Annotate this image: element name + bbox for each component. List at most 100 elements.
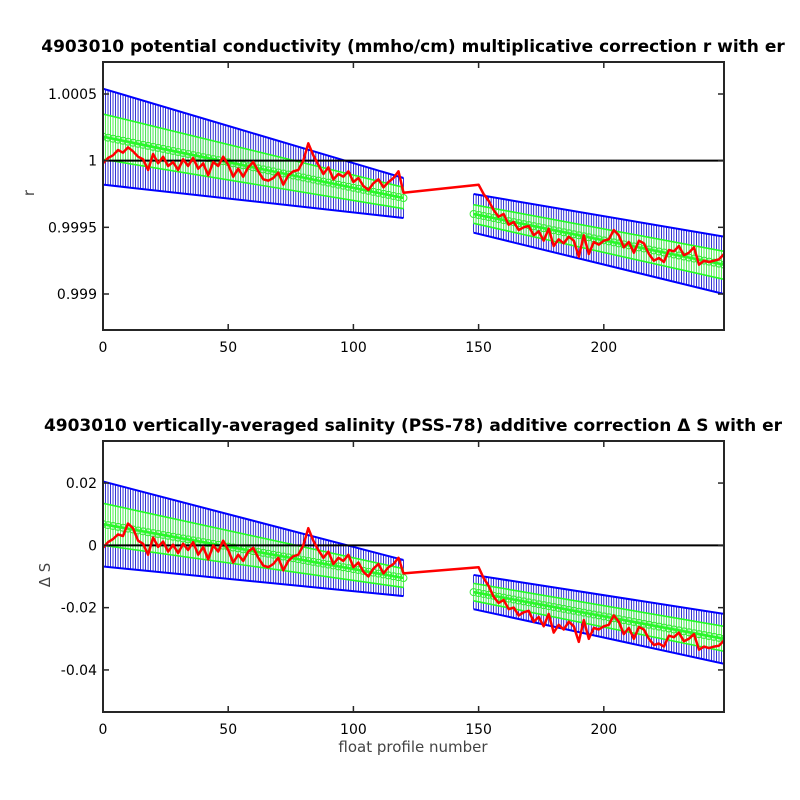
bottom-fit-point (544, 602, 553, 611)
bottom-fit-point (334, 562, 343, 571)
bottom-chart-xlabel: float profile number (338, 738, 488, 756)
top-fit-point (259, 165, 268, 174)
top-fit-point (554, 227, 563, 236)
top-fit-point (139, 140, 148, 149)
top-fit-point (149, 142, 158, 151)
top-fit-point (309, 175, 318, 184)
top-fit-inner_lower (103, 158, 404, 210)
bottom-ytick-label: 0.02 (66, 476, 97, 492)
bottom-fit-point (559, 604, 568, 613)
bottom-fit-point (324, 560, 333, 569)
bottom-xtick-label: 200 (590, 722, 617, 738)
top-fit-point (509, 218, 518, 227)
bottom-fit-point (159, 530, 168, 539)
top-fit-point (479, 212, 488, 221)
top-fit-point (109, 134, 118, 143)
top-axes-box (102, 61, 725, 331)
top-fit-point (304, 174, 313, 183)
top-chart: 4903010 potential conductivity (mmho/cm)… (20, 37, 785, 356)
bottom-fit-point (644, 620, 653, 629)
bottom-error-envelope-err_lower (473, 608, 724, 665)
bottom-fit-point (319, 559, 328, 568)
bottom-xtick-label: 0 (99, 722, 108, 738)
bottom-fit-point (109, 521, 118, 530)
top-fit-point (384, 190, 393, 199)
bottom-fit-point (299, 556, 308, 565)
top-fit-point (354, 184, 363, 193)
bottom-fit-point (144, 528, 153, 537)
bottom-xtick-label: 150 (465, 722, 492, 738)
bottom-fit-point (384, 571, 393, 580)
bottom-fit-point (694, 630, 703, 639)
bottom-ytick-label: 0 (88, 538, 97, 554)
top-correction-line (103, 142, 724, 266)
bottom-fit-point (684, 628, 693, 637)
top-fit-point (524, 221, 533, 230)
top-fit-point (489, 214, 498, 223)
top-fit-point (129, 138, 138, 147)
top-fit-point (339, 181, 348, 190)
bottom-fit-point (619, 616, 628, 625)
top-fit-point (539, 224, 548, 233)
bottom-fit-point (479, 589, 488, 598)
bottom-fit-point (629, 617, 638, 626)
top-fit-point (144, 141, 153, 150)
bottom-fit-point (229, 543, 238, 552)
top-xtick-label: 150 (465, 340, 492, 356)
top-fit-point (104, 133, 113, 142)
top-fit-point (184, 150, 193, 159)
top-fit-point (574, 231, 583, 240)
bottom-fit-point (534, 600, 543, 609)
top-fit-point (314, 176, 323, 185)
top-fit-point (179, 149, 188, 158)
bottom-fit-point (304, 556, 313, 565)
top-xtick-label: 200 (590, 340, 617, 356)
bottom-fit-point (664, 624, 673, 633)
top-fit-center (103, 135, 404, 200)
top-fit-point (559, 228, 568, 237)
top-fit-inner_upper (103, 113, 404, 189)
bottom-fit-point (359, 566, 368, 575)
bottom-chart-title: 4903010 vertically-averaged salinity (PS… (44, 416, 783, 436)
top-xtick-label: 50 (219, 340, 237, 356)
bottom-fit-point (104, 521, 113, 530)
top-fit-inner_upper (473, 203, 724, 253)
bottom-fit-markers-0 (103, 520, 408, 583)
top-fit-point (114, 135, 123, 144)
bottom-fit-point (564, 605, 573, 614)
bottom-fit-point (519, 597, 528, 606)
bottom-fit-point (103, 520, 107, 529)
bottom-fit-point (529, 599, 538, 608)
bottom-fit-point (709, 632, 718, 641)
top-ytick-label: 1 (88, 154, 97, 170)
top-fit-point (239, 161, 248, 170)
bottom-fit-point (269, 550, 278, 559)
bottom-fit-point (264, 549, 273, 558)
bottom-fit-point (659, 623, 668, 632)
top-fit-point (649, 246, 658, 255)
top-fit-point (194, 152, 203, 161)
top-fit-point (119, 136, 128, 145)
bottom-fit-point (314, 558, 323, 567)
bottom-xtick-label: 100 (340, 722, 367, 738)
bottom-fit-point (259, 548, 268, 557)
bottom-fit-point (539, 601, 548, 610)
bottom-fit-point (174, 533, 183, 542)
top-fit-inner_lower (473, 222, 724, 281)
bottom-fit-point (169, 532, 178, 541)
top-fit-point (159, 144, 168, 153)
top-xtick-label: 0 (99, 340, 108, 356)
bottom-fit-point (374, 569, 383, 578)
top-fit-point (169, 146, 178, 155)
top-ytick-label: 1.0005 (48, 87, 97, 103)
top-fit-point (324, 178, 333, 187)
top-plot-area: 0 50 100 150 200 0.999 0.9995 1 1.0005 (48, 61, 725, 356)
bottom-fit-point (554, 603, 563, 612)
top-fit-point (284, 170, 293, 179)
top-fit-point (379, 189, 388, 198)
bottom-fit-point (599, 612, 608, 621)
bottom-fit-point (524, 598, 533, 607)
top-fit-point (594, 235, 603, 244)
bottom-fit-inner_upper (473, 582, 724, 628)
bottom-fit-point (594, 611, 603, 620)
